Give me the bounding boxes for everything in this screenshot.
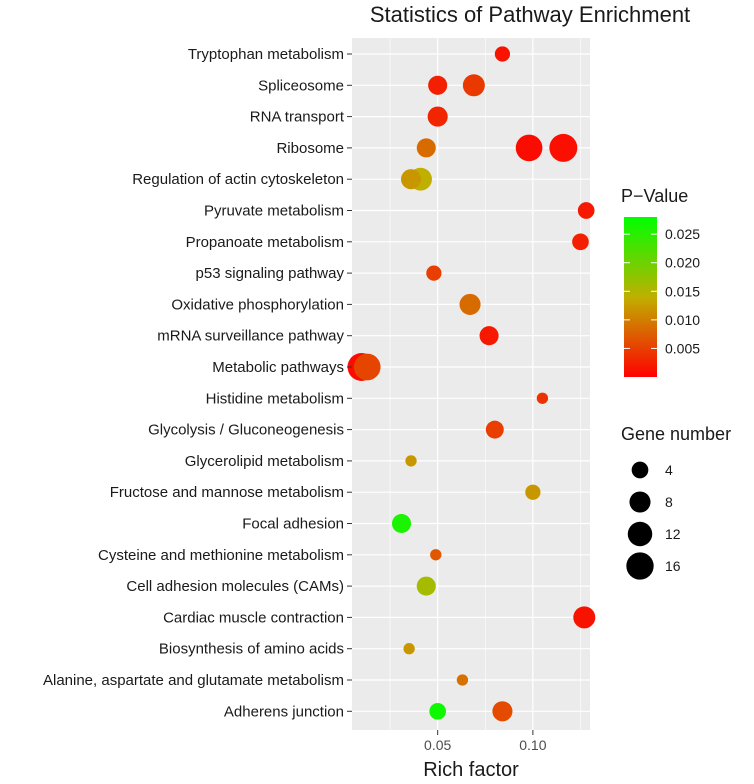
data-point [459,293,481,315]
pvalue-tick-label: 0.020 [665,255,700,271]
y-tick-label: RNA transport [250,109,345,126]
data-point [456,674,469,686]
data-point [430,549,442,561]
y-tick-label: Ribosome [276,140,344,157]
y-tick-label: Pyruvate metabolism [204,203,344,220]
size-legend-dot [629,491,651,513]
size-legend-label: 12 [665,526,681,542]
y-tick-label: Glycerolipid metabolism [185,453,344,470]
y-tick-label: Cardiac muscle contraction [163,609,344,626]
x-axis: 0.05 0.10 [424,730,547,753]
y-tick-label: Glycolysis / Gluconeogenesis [148,422,344,439]
gene-number-legend-items: 4 8 12 16 [626,461,681,580]
y-tick-label: Cysteine and methionine metabolism [98,547,344,564]
data-point [353,353,381,381]
pvalue-tick-label: 0.010 [665,312,700,328]
y-tick-label: mRNA surveillance pathway [157,328,344,345]
data-point [462,74,485,97]
pvalue-tick-label: 0.015 [665,283,700,299]
y-axis: Tryptophan metabolism Spliceosome RNA tran… [43,46,352,720]
x-tick-label: 0.10 [519,737,546,753]
y-tick-label: Alanine, aspartate and glutamate metabol… [43,672,344,689]
data-point [426,265,442,281]
y-tick-label: Histidine metabolism [206,390,344,407]
data-point [400,169,422,190]
data-point [492,701,513,722]
chart-title: Statistics of Pathway Enrichment [370,2,690,27]
y-tick-label: Oxidative phosphorylation [171,296,344,313]
data-point [405,455,417,467]
data-point [515,134,543,162]
y-tick-label: Metabolic pathways [212,359,344,376]
size-legend-dot [627,521,653,547]
size-legend-label: 4 [665,462,673,478]
data-point [525,484,541,500]
data-point [391,513,412,534]
pvalue-tick-label: 0.005 [665,340,700,356]
data-point [416,576,436,596]
pvalue-tick-label: 0.025 [665,226,700,242]
data-point [494,46,511,62]
y-tick-label: Fructose and mannose metabolism [110,484,344,501]
data-point [485,420,504,439]
data-point [429,702,447,720]
pvalue-legend-title: P−Value [621,186,688,206]
size-legend-label: 16 [665,558,681,574]
y-tick-label: Regulation of actin cytoskeleton [132,171,344,188]
size-legend-dot [631,461,649,479]
y-tick-label: Tryptophan metabolism [188,46,344,63]
data-point [536,392,549,404]
pvalue-legend-ticks: 0.025 0.020 0.015 0.010 0.005 [624,226,700,356]
data-point [577,202,595,219]
y-tick-label: Focal adhesion [242,516,344,533]
grid-lines [352,38,590,730]
data-point [427,106,448,127]
data-point [549,133,578,162]
x-tick-label: 0.05 [424,737,451,753]
y-tick-label: Propanoate metabolism [186,234,344,251]
y-tick-label: Spliceosome [258,77,344,94]
data-point [479,326,499,346]
data-points [347,46,596,722]
data-point [416,138,436,158]
y-tick-label: p53 signaling pathway [196,265,345,282]
size-legend-label: 8 [665,494,673,510]
pvalue-legend: P−Value 0.025 0.020 0.015 0.010 0.005 [621,186,700,377]
y-tick-label: Adherens junction [224,703,344,720]
data-point [573,606,596,629]
y-tick-label: Cell adhesion molecules (CAMs) [126,578,344,595]
plot-panel [352,38,590,730]
y-tick-label: Biosynthesis of amino acids [159,641,344,658]
size-legend-dot [626,552,654,580]
data-point [428,75,448,95]
x-axis-title: Rich factor [423,759,519,779]
gene-number-legend-title: Gene number [621,424,731,444]
gene-number-legend: Gene number 4 8 12 16 [621,424,731,580]
pvalue-colorbar [624,217,657,377]
data-point [403,643,415,655]
data-point [572,233,589,251]
